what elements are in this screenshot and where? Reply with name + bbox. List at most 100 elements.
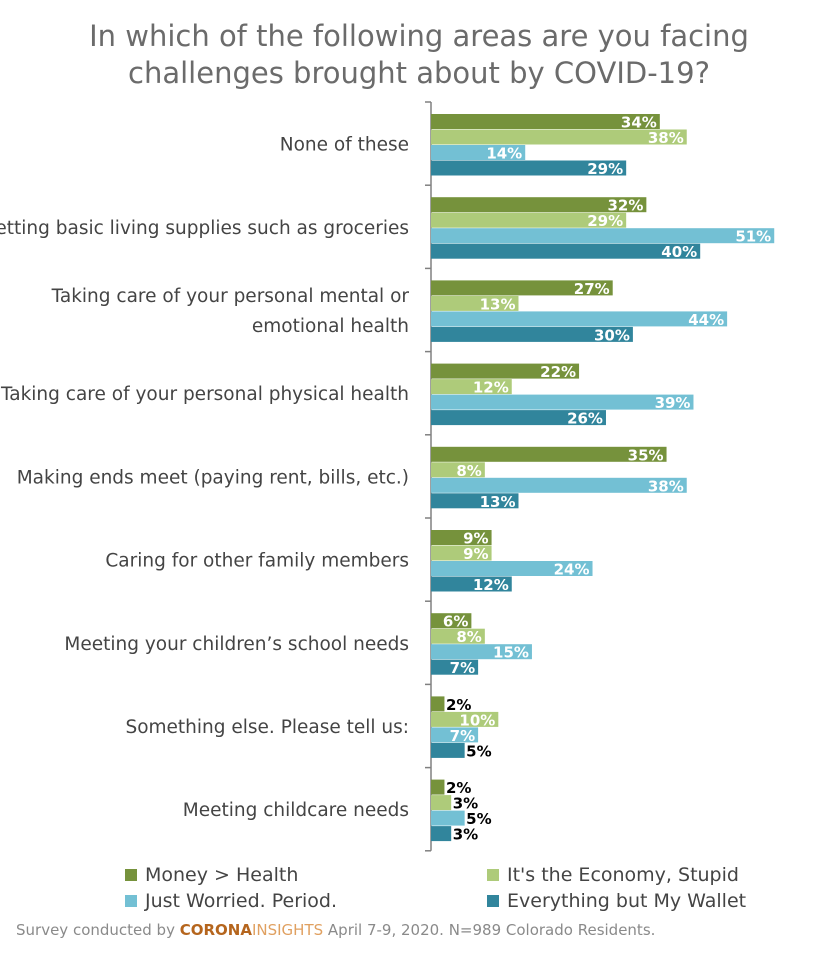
data-label: 7%	[450, 727, 475, 745]
data-label: 8%	[456, 462, 481, 480]
bar	[431, 795, 452, 811]
bar	[431, 228, 775, 244]
category-label: Making ends meet (paying rent, bills, et…	[17, 467, 409, 488]
bar	[431, 779, 445, 795]
category-label: emotional health	[252, 316, 409, 337]
data-label: 13%	[480, 493, 516, 511]
data-label: 3%	[453, 826, 478, 844]
data-label: 51%	[735, 228, 771, 246]
data-label: 9%	[463, 530, 488, 548]
legend-label: Everything but My Wallet	[507, 890, 747, 912]
footer-suffix: April 7-9, 2020. N=989 Colorado Resident…	[323, 921, 656, 939]
bar	[431, 613, 472, 629]
chart-title-line2: challenges brought about by COVID-19?	[128, 56, 710, 90]
brand-insights: INSIGHTS	[251, 921, 324, 939]
legend-swatch	[487, 869, 499, 881]
bar	[431, 659, 479, 675]
data-label: 13%	[480, 295, 516, 313]
data-label: 44%	[688, 311, 724, 329]
legend-item-economy: It's the Economy, Stupid	[487, 864, 739, 886]
bar	[431, 477, 687, 493]
data-label: 22%	[540, 363, 576, 381]
data-label: 34%	[621, 114, 657, 132]
bar	[431, 129, 687, 145]
category-label: Something else. Please tell us:	[125, 717, 409, 738]
data-label: 38%	[648, 129, 684, 147]
legend-item-wallet: Everything but My Wallet	[487, 890, 746, 912]
data-label: 5%	[466, 742, 491, 760]
data-label: 12%	[473, 576, 509, 594]
bar	[431, 326, 633, 342]
data-label: 38%	[648, 477, 684, 495]
footer-prefix: Survey conducted by	[16, 921, 180, 939]
data-label: 2%	[446, 696, 471, 714]
brand-corona: CORONA	[179, 921, 252, 939]
bar	[431, 410, 606, 426]
data-label: 8%	[456, 628, 481, 646]
legend-swatch	[125, 869, 137, 881]
data-label: 40%	[661, 243, 697, 261]
data-label: 27%	[574, 280, 610, 298]
data-label: 3%	[453, 795, 478, 813]
data-label: 29%	[587, 160, 623, 178]
category-label: Getting basic living supplies such as gr…	[0, 218, 409, 239]
data-label: 35%	[628, 446, 664, 464]
legend-swatch	[487, 895, 499, 907]
bar	[431, 530, 492, 545]
legend-label: Just Worried. Period.	[145, 890, 338, 912]
bar	[431, 696, 445, 712]
bar	[431, 462, 485, 478]
category-label: None of these	[280, 135, 409, 156]
data-label: 24%	[554, 561, 590, 579]
data-label: 6%	[443, 613, 468, 631]
bar	[431, 114, 660, 129]
bar	[431, 363, 580, 379]
footer-credit: Survey conducted by CORONAINSIGHTS April…	[16, 921, 655, 939]
category-label: Meeting childcare needs	[183, 800, 409, 821]
bar	[431, 243, 701, 259]
bar	[431, 561, 593, 576]
data-label: 9%	[463, 545, 488, 563]
data-label: 15%	[493, 644, 529, 662]
data-label: 14%	[486, 145, 522, 163]
category-label: Caring for other family members	[105, 551, 409, 572]
bar	[431, 711, 499, 727]
legend-item-just-worried: Just Worried. Period.	[125, 890, 337, 912]
bar	[431, 826, 452, 842]
bar	[431, 628, 485, 644]
chart-title: In which of the following areas are you …	[0, 18, 838, 92]
category-label: Taking care of your personal physical he…	[0, 384, 409, 405]
legend-swatch	[125, 895, 137, 907]
bar	[431, 545, 492, 561]
chart-title-line1: In which of the following areas are you …	[89, 19, 749, 53]
bar	[431, 311, 728, 327]
bar	[431, 280, 613, 296]
bar	[431, 145, 526, 160]
bar	[431, 379, 512, 395]
bar	[431, 160, 627, 176]
data-label: 32%	[607, 197, 643, 215]
data-label: 26%	[567, 410, 603, 428]
bar	[431, 295, 519, 311]
legend-item-money-health: Money > Health	[125, 864, 298, 886]
data-label: 10%	[459, 711, 495, 729]
bar	[431, 394, 694, 410]
bar	[431, 197, 647, 213]
bar	[431, 644, 532, 660]
data-label: 30%	[594, 326, 630, 344]
bar	[431, 446, 667, 462]
category-label: Taking care of your personal mental or	[51, 286, 410, 307]
legend-label: It's the Economy, Stupid	[507, 864, 739, 886]
category-label: Meeting your children’s school needs	[64, 634, 409, 655]
bar	[431, 576, 512, 592]
data-label: 7%	[450, 659, 475, 677]
data-label: 12%	[473, 379, 509, 397]
bar	[431, 212, 627, 228]
bar	[431, 727, 479, 743]
bar	[431, 810, 465, 826]
data-label: 5%	[466, 810, 491, 828]
bar	[431, 493, 519, 509]
bar	[431, 742, 465, 758]
legend-label: Money > Health	[145, 864, 299, 886]
